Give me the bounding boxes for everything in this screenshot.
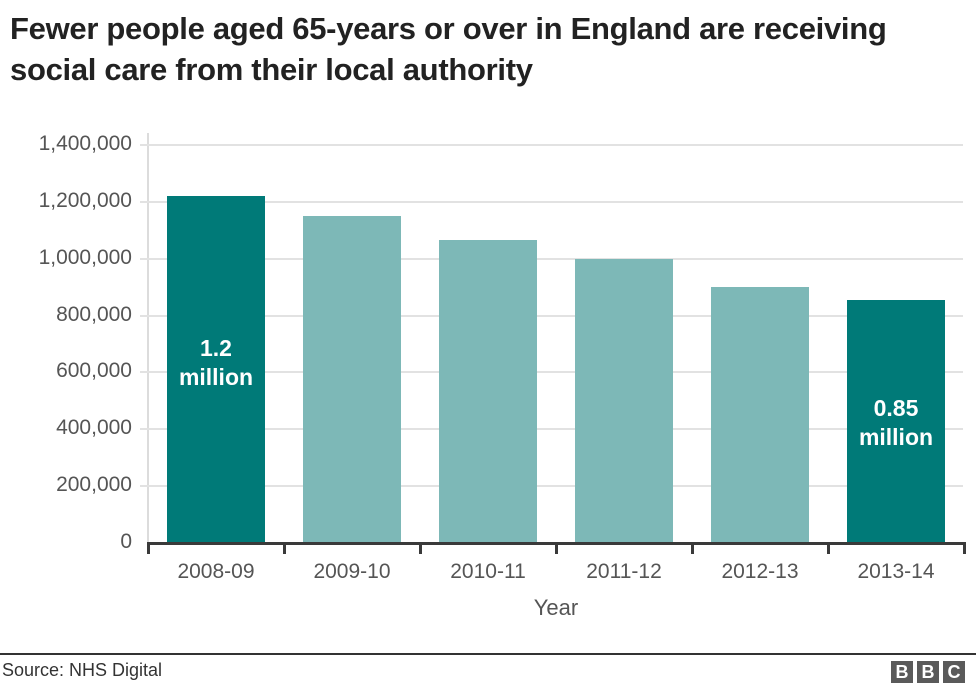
bar-2012-13 — [711, 287, 809, 543]
y-axis-line — [147, 133, 149, 544]
bar-2013-14: 0.85 million — [847, 300, 945, 543]
y-tick-label: 0 — [120, 530, 132, 553]
bbc-logo-letter: B — [917, 661, 939, 683]
bar-value-unit: million — [178, 364, 254, 390]
y-tick-label: 1,400,000 — [38, 132, 132, 155]
bar-value-label: 1.2 million — [167, 334, 265, 392]
x-axis-title: Year — [533, 595, 579, 620]
y-tick-label: 1,000,000 — [38, 245, 132, 269]
gridline — [140, 200, 963, 203]
bbc-logo-letter: B — [891, 661, 913, 683]
gridline — [140, 371, 963, 374]
y-tick-label: 1,200,000 — [38, 188, 132, 212]
bar-2010-11 — [439, 240, 537, 543]
x-tick-label: 2010-11 — [450, 560, 526, 583]
source-note: Source: NHS Digital — [2, 660, 163, 680]
bbc-logo-letter: C — [943, 661, 965, 683]
x-tick-label: 2012-13 — [721, 560, 799, 583]
gridline — [140, 485, 963, 488]
bar-value-number: 0.85 — [873, 395, 919, 421]
gridline — [140, 144, 963, 146]
y-tick-label: 400,000 — [56, 416, 132, 440]
x-tick-mark — [963, 542, 966, 554]
x-tick-mark — [691, 542, 694, 554]
x-tick-mark — [827, 542, 830, 554]
bar-chart: 0 200,000 400,000 600,000 800,000 1,000,000 1,… — [38, 132, 966, 620]
bbc-logo: B B C — [891, 661, 965, 683]
x-tick-label: 2008-09 — [177, 560, 255, 583]
gridline — [140, 257, 963, 260]
chart-title: Fewer people aged 65-years or over in En… — [10, 11, 887, 87]
x-tick-mark — [283, 542, 286, 554]
bar-2008-09: 1.2 million — [167, 196, 265, 543]
x-tick-label: 2011-12 — [586, 560, 662, 583]
bar-2011-12 — [575, 259, 673, 543]
bar-value-unit: million — [858, 424, 934, 450]
x-tick-mark — [147, 542, 150, 554]
gridline — [140, 314, 963, 317]
x-tick-label: 2013-14 — [857, 560, 935, 583]
footer-divider — [0, 653, 976, 655]
y-tick-label: 200,000 — [56, 473, 132, 497]
y-tick-label: 600,000 — [56, 359, 132, 383]
y-tick-label: 800,000 — [56, 302, 132, 326]
x-tick-label: 2009-10 — [313, 560, 391, 583]
bar-value-number: 1.2 — [200, 335, 232, 361]
gridline — [140, 428, 963, 431]
bar-value-label: 0.85 million — [847, 394, 945, 452]
x-tick-mark — [419, 542, 422, 554]
bar-2009-10 — [303, 216, 401, 543]
x-tick-mark — [555, 542, 558, 554]
